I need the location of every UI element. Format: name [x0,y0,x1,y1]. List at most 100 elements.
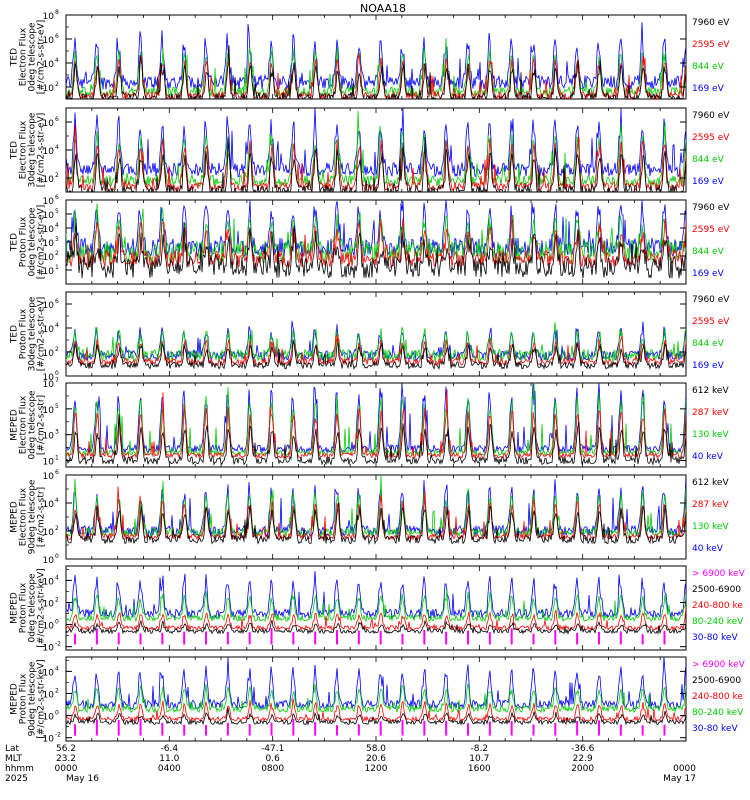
ylabel-line-5-2: 0deg telescope [28,390,38,460]
ytick-exp-3-4: 5 [55,208,59,215]
series-group-1 [66,22,686,99]
series-6-3 [66,475,686,538]
series-7-2 [66,606,686,632]
series-1-4 [66,22,686,91]
xaxis-cell-0-0: 56.2 [56,744,76,754]
legend-5-4: 40 keV [692,452,724,462]
series-group-5 [66,383,686,466]
legend-3-4: 169 eV [692,269,725,279]
ytick-exp-4-2: 4 [55,322,59,329]
ytick-exp-2-2: 6 [55,116,59,123]
ylabel-line-3-0: TED [10,233,20,252]
series-5-4 [66,383,686,455]
ylabel-line-2-1: Electron Flux [19,120,29,179]
ytick-exp-3-0: 1 [55,264,59,271]
legend-7-5: 30-80 keV [692,633,738,643]
ylabel-line-3-3: [#/cm2-s-str-eV] [37,205,47,280]
series-8-2 [66,698,686,723]
series-5-3 [66,383,686,457]
series-7-3 [66,588,686,623]
series-1-3 [66,38,686,98]
chart-title: NOAA18 [360,2,406,15]
xaxis-cell-4-1: 10.7 [469,754,489,764]
ylabel-line-8-1: Proton Flux [19,673,29,724]
plot-frame-5 [65,382,687,468]
ylabel-2: TEDElectron Flux30deg telescope[#/cm2-s-… [10,112,47,187]
xaxis-cell-5-2: 2000 [571,764,594,774]
series-3-3 [66,203,686,265]
ytick-exp-1-0: 2 [55,81,59,88]
ytick-label-6-3: 10 [43,472,55,482]
legend-1-1: 7960 eV [692,18,730,28]
ytick-label-6-1: 10 [43,528,55,538]
series-group-3 [66,200,686,279]
ytick-label-3-2: 10 [43,239,55,249]
legend-8-3: 240-800 ke [692,692,743,702]
xaxis-cell-3-0: 58.0 [366,744,386,754]
ytick-exp-7-0: -2 [55,641,61,648]
legend-4-1: 7960 eV [692,295,730,305]
legend-7-2: 2500-6900 [692,585,741,595]
series-7-4 [66,571,686,620]
ylabel-line-4-1: Proton Flux [19,308,29,359]
xaxis-cell-1-2: 0400 [158,764,181,774]
ylabel-line-2-3: [#/cm2-s-str-eV] [37,113,47,188]
ytick-exp-6-2: 4 [55,497,59,504]
ytick-label-1-2: 10 [43,36,55,46]
ylabel-line-6-3: [#/cm2-s-str] [37,487,47,547]
legend-8-5: 30-80 keV [692,724,738,734]
ytick-exp-7-1: 0 [55,619,59,626]
ytick-label-2-0: 10 [43,175,55,185]
ylabel-line-4-0: TED [10,325,20,344]
legend-4-3: 844 eV [692,339,725,349]
series-7-1 [66,619,686,635]
ylabel-line-8-0: MEPED [10,683,20,715]
series-group-4 [66,320,686,371]
ytick-exp-5-1: 3 [55,429,59,436]
ytick-exp-6-1: 2 [55,525,59,532]
series-group-7 [66,571,686,645]
ytick-exp-4-0: 0 [55,370,59,377]
ytick-exp-5-3: 7 [55,377,59,384]
legend-7-3: 240-800 ke [692,601,743,611]
ytick-exp-1-1: 4 [55,57,59,64]
xaxis-cell-6-2: 0000 [673,764,696,774]
xaxis-cell-1-0: -6.4 [161,744,179,754]
legend-6-4: 40 keV [692,544,724,554]
ylabel-6: MEPEDElectron Flux90deg telescope[#/cm2-… [10,479,47,554]
legend-1-4: 169 eV [692,84,725,94]
ytick-exp-3-3: 4 [55,222,59,229]
legend-4-2: 2595 eV [692,317,730,327]
ylabel-line-5-0: MEPED [10,409,20,441]
ytick-label-1-0: 10 [43,84,55,94]
xaxis-cell-1-1: 11.0 [159,754,179,764]
ytick-exp-6-0: 0 [55,553,59,560]
legend-3-3: 844 eV [692,247,725,257]
ylabel-line-4-2: 30deg telescope [28,296,38,371]
ytick-label-7-1: 10 [43,622,55,632]
legend-5-2: 287 keV [692,408,729,418]
xaxis-cell-0-3: May 16 [66,774,99,784]
ytick-exp-1-2: 6 [55,33,59,40]
xaxis-row-label-3: 2025 [5,774,28,784]
ytick-label-1-1: 10 [43,60,55,70]
ytick-exp-4-1: 2 [55,346,59,353]
ylabel-line-2-0: TED [10,141,20,160]
ytick-label-4-1: 10 [43,349,55,359]
ytick-label-6-0: 10 [43,556,55,566]
ylabel-line-7-0: MEPED [10,592,20,624]
ytick-exp-2-0: 2 [55,172,59,179]
ytick-label-5-2: 10 [43,406,55,416]
ytick-label-3-1: 10 [43,253,55,263]
xaxis-cell-0-2: 0000 [55,764,78,774]
ylabel-line-5-1: Electron Flux [19,395,29,454]
ytick-label-1-3: 10 [43,12,55,22]
ytick-label-8-0: 10 [43,735,55,745]
ytick-label-7-2: 10 [43,599,55,609]
legend-2-4: 169 eV [692,177,725,187]
plot-frame-6 [65,474,687,560]
